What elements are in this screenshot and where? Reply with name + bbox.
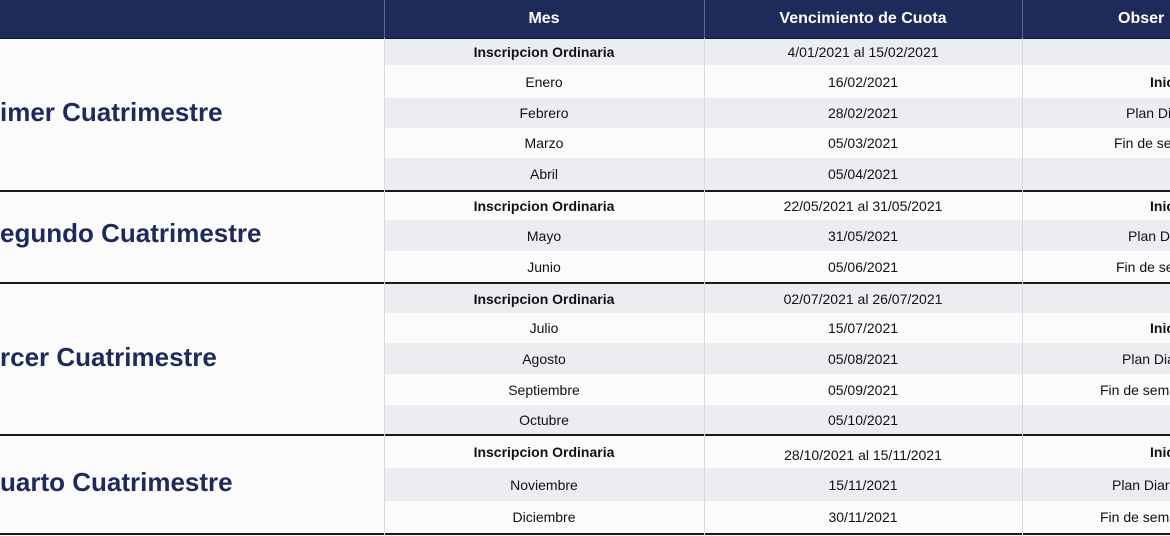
column-divider [704, 38, 705, 536]
table-row: Diciembre 30/11/2021 Fin de semana [384, 501, 1170, 532]
table-row: Julio 15/07/2021 Inicio [384, 313, 1170, 343]
group-separator [0, 533, 1170, 535]
group-4-cell [0, 436, 384, 534]
table-row: Inscripcion Ordinaria 4/01/2021 al 15/02… [384, 39, 1170, 65]
group-separator [0, 282, 1170, 284]
row-vencimiento: 28/02/2021 [827, 105, 899, 121]
row-observacion: Fin de semana [1100, 381, 1170, 398]
row-mes: Marzo [524, 135, 564, 151]
row-mes: Inscripcion Ordinaria [473, 44, 615, 60]
row-mes: Septiembre [508, 381, 580, 398]
table-row: Inscripcion Ordinaria 28/10/2021 al 15/1… [384, 436, 1170, 468]
row-mes: Febrero [519, 105, 569, 121]
row-observacion: Plan Diario [1126, 105, 1170, 121]
row-observacion: Inicio [1150, 320, 1170, 336]
row-observacion: Inicio [1150, 444, 1170, 460]
row-observacion [1042, 39, 1170, 65]
table-row: Octubre 05/10/2021 [384, 405, 1170, 434]
row-observacion [1042, 284, 1170, 313]
row-mes: Julio [529, 320, 559, 336]
table-row: Inscripcion Ordinaria 22/05/2021 al 31/0… [384, 192, 1170, 220]
row-observacion: Plan Diario ( [1112, 476, 1170, 493]
row-mes: Diciembre [512, 508, 576, 525]
header-divider [384, 0, 385, 38]
table-row: Marzo 05/03/2021 Fin de semana [384, 128, 1170, 158]
table-row: Junio 05/06/2021 Fin de sema [384, 251, 1170, 282]
row-vencimiento: 28/10/2021 al 15/11/2021 [784, 447, 942, 463]
table-row: Mayo 31/05/2021 Plan Diario [384, 220, 1170, 251]
row-mes: Octubre [519, 411, 569, 428]
row-vencimiento: 02/07/2021 al 26/07/2021 [783, 290, 943, 307]
table-row: Abril 05/04/2021 [384, 158, 1170, 190]
header-divider [1022, 0, 1023, 38]
row-observacion: Fin de sema [1116, 258, 1170, 275]
header-observaciones: Obser [1118, 10, 1165, 27]
row-vencimiento: 05/06/2021 [827, 258, 899, 275]
row-observacion: Fin de semana [1100, 508, 1170, 525]
row-observacion [1042, 158, 1170, 190]
row-observacion [1042, 405, 1170, 434]
row-mes: Abril [529, 166, 558, 182]
group-2-cell [0, 192, 384, 282]
row-observacion: Plan Diario [1128, 227, 1170, 244]
row-vencimiento: 05/08/2021 [827, 350, 899, 367]
row-vencimiento: 30/11/2021 [828, 508, 898, 525]
header-mes: Mes [528, 10, 560, 27]
table-row: Noviembre 15/11/2021 Plan Diario ( [384, 468, 1170, 501]
group-1-title: imer Cuatrimestre [0, 97, 223, 127]
header-vencimiento: Vencimiento de Cuota [779, 10, 947, 27]
table-row: Febrero 28/02/2021 Plan Diario [384, 98, 1170, 128]
table-header: Mes Vencimiento de Cuota Obser [0, 0, 1170, 39]
row-mes: Agosto [522, 350, 566, 367]
column-divider [384, 38, 385, 536]
row-mes: Inscripcion Ordinaria [473, 290, 615, 307]
table-row: Septiembre 05/09/2021 Fin de semana [384, 374, 1170, 405]
row-mes: Noviembre [510, 476, 578, 493]
row-mes: Inscripcion Ordinaria [473, 198, 615, 214]
group-2-title: egundo Cuatrimestre [0, 218, 262, 248]
group-separator [0, 190, 1170, 192]
table-row: Enero 16/02/2021 Inicio [384, 65, 1170, 98]
group-3-cell [0, 284, 384, 434]
row-vencimiento: 4/01/2021 al 15/02/2021 [787, 44, 939, 60]
row-vencimiento: 16/02/2021 [827, 73, 899, 90]
row-mes: Mayo [526, 227, 562, 244]
row-vencimiento: 05/04/2021 [827, 166, 899, 182]
table-row: Inscripcion Ordinaria 02/07/2021 al 26/0… [384, 284, 1170, 313]
row-vencimiento: 05/10/2021 [827, 411, 899, 428]
group-4-title: uarto Cuatrimestre [0, 467, 233, 497]
row-vencimiento: 05/03/2021 [827, 135, 899, 151]
column-divider [1022, 38, 1023, 536]
row-observacion: Inicio [1150, 73, 1170, 90]
row-mes: Inscripcion Ordinaria [473, 444, 615, 460]
row-observacion: Plan Diario [1122, 350, 1170, 367]
group-3-title: rcer Cuatrimestre [0, 342, 217, 372]
header-divider [704, 0, 705, 38]
group-1-cell [0, 39, 384, 190]
row-mes: Junio [527, 258, 561, 275]
row-vencimiento: 31/05/2021 [827, 227, 899, 244]
row-vencimiento: 15/11/2021 [828, 476, 898, 493]
row-vencimiento: 05/09/2021 [827, 381, 899, 398]
group-separator [0, 434, 1170, 436]
row-observacion: Fin de semana [1114, 135, 1170, 151]
row-vencimiento: 22/05/2021 al 31/05/2021 [783, 198, 943, 214]
row-vencimiento: 15/07/2021 [827, 320, 899, 336]
row-observacion: Inicio [1150, 198, 1170, 214]
row-mes: Enero [525, 73, 563, 90]
table-row: Agosto 05/08/2021 Plan Diario [384, 343, 1170, 374]
